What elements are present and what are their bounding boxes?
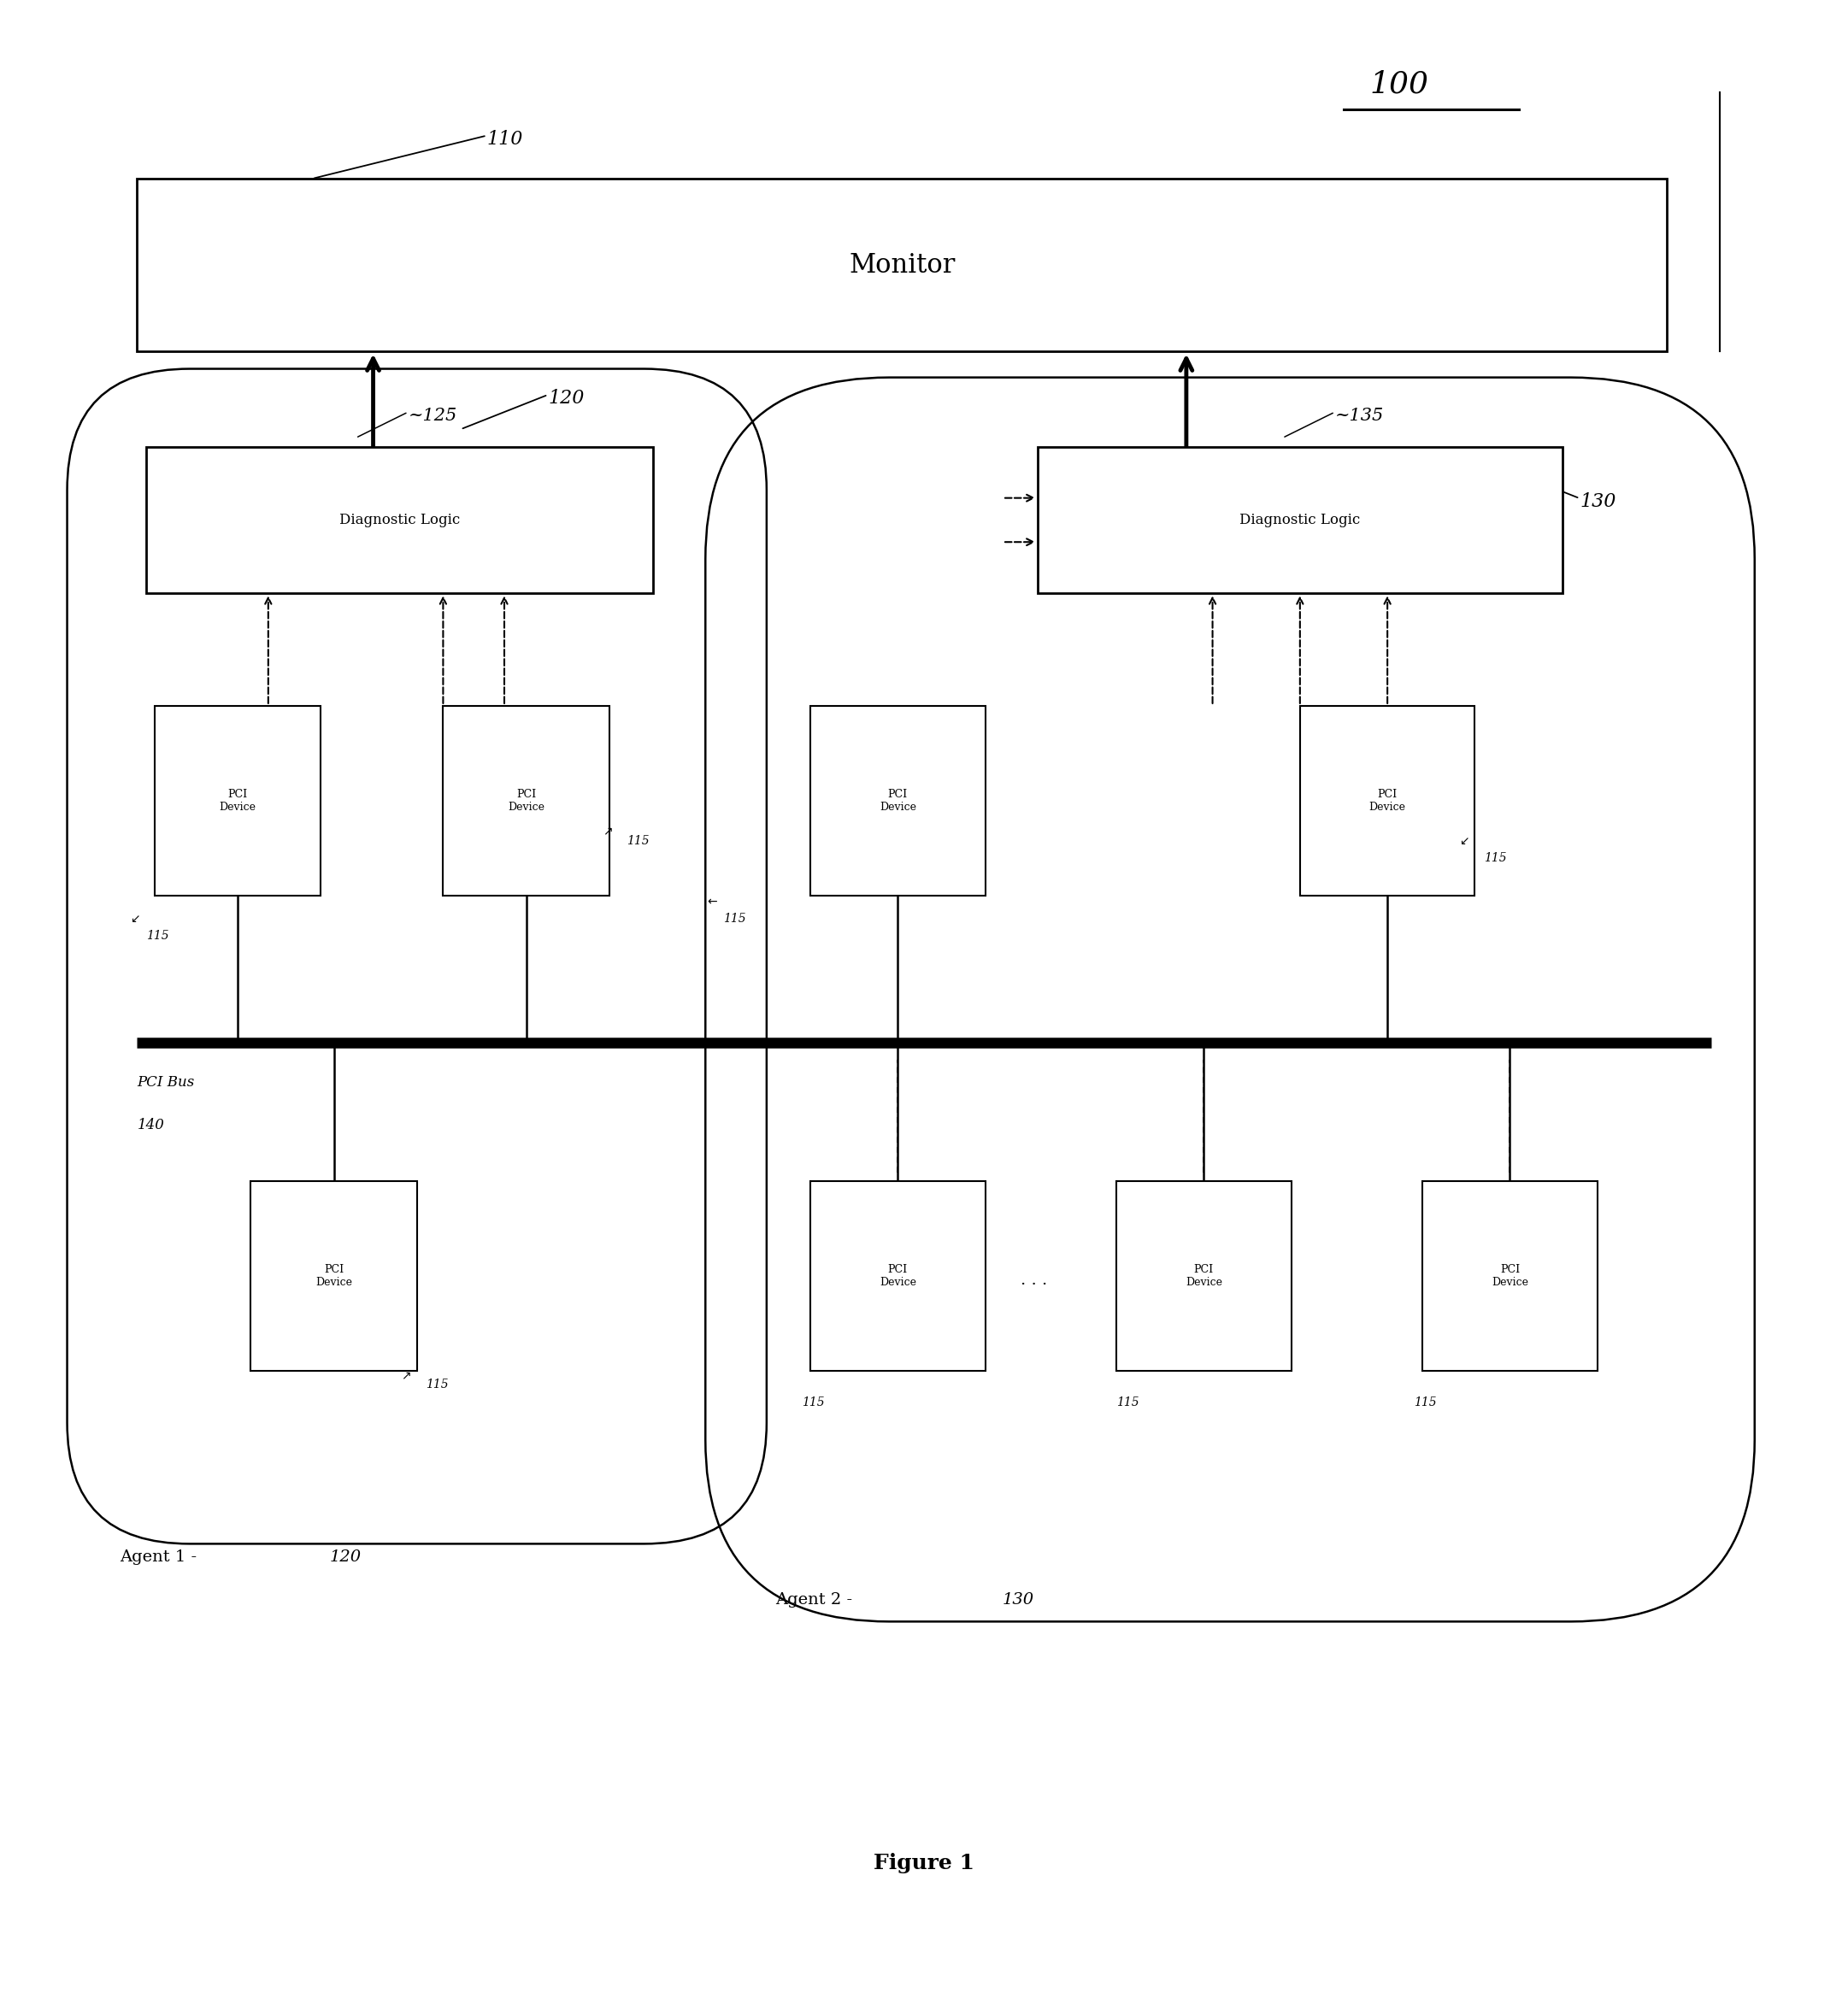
Text: Diagnostic Logic: Diagnostic Logic [338, 512, 460, 528]
Text: 115: 115 [802, 1395, 824, 1407]
Text: 130: 130 [1003, 1593, 1035, 1607]
Text: 115: 115 [1484, 852, 1506, 864]
Text: 100: 100 [1369, 70, 1429, 98]
Text: PCI
Device: PCI Device [1369, 790, 1406, 814]
Text: 115: 115 [146, 930, 168, 942]
Bar [1299, 706, 1475, 896]
Bar [155, 706, 322, 896]
Bar [146, 446, 652, 594]
Text: $\swarrow$: $\swarrow$ [128, 912, 140, 924]
Text: Agent 2 -: Agent 2 - [776, 1593, 852, 1607]
Text: 130: 130 [1580, 492, 1615, 512]
Bar [809, 1181, 985, 1371]
Bar [137, 178, 1667, 352]
Text: 115: 115 [1414, 1395, 1436, 1407]
Text: PCI Bus: PCI Bus [137, 1075, 194, 1089]
Text: PCI
Device: PCI Device [880, 790, 917, 814]
Bar [1423, 1181, 1597, 1371]
Bar [251, 1181, 418, 1371]
Bar [809, 706, 985, 896]
Text: Monitor: Monitor [848, 252, 955, 278]
Text: PCI
Device: PCI Device [1185, 1263, 1222, 1287]
Text: $\leftarrow$: $\leftarrow$ [706, 896, 719, 908]
Text: ~125: ~125 [408, 408, 456, 424]
Text: 110: 110 [486, 130, 523, 148]
Bar [444, 706, 610, 896]
Text: PCI
Device: PCI Device [1491, 1263, 1528, 1287]
Text: 115: 115 [626, 836, 649, 846]
Text: . . .: . . . [1020, 1273, 1046, 1287]
Text: 140: 140 [137, 1117, 164, 1133]
Text: 115: 115 [723, 912, 745, 924]
Text: Agent 1 -: Agent 1 - [120, 1549, 196, 1565]
Text: Figure 1: Figure 1 [874, 1853, 974, 1873]
Text: $\nearrow$: $\nearrow$ [601, 826, 614, 838]
Text: 115: 115 [425, 1379, 449, 1391]
Text: 115: 115 [1116, 1395, 1138, 1407]
Text: $\swarrow$: $\swarrow$ [1458, 836, 1469, 846]
Text: PCI
Device: PCI Device [880, 1263, 917, 1287]
Text: PCI
Device: PCI Device [316, 1263, 353, 1287]
Bar [1116, 1181, 1292, 1371]
Text: $\nearrow$: $\nearrow$ [399, 1369, 412, 1381]
Text: ~135: ~135 [1334, 408, 1384, 424]
Bar [1039, 446, 1562, 594]
Text: Diagnostic Logic: Diagnostic Logic [1240, 512, 1360, 528]
Text: 120: 120 [549, 390, 584, 408]
Text: 120: 120 [329, 1549, 360, 1565]
Text: PCI
Device: PCI Device [220, 790, 257, 814]
Text: PCI
Device: PCI Device [508, 790, 545, 814]
